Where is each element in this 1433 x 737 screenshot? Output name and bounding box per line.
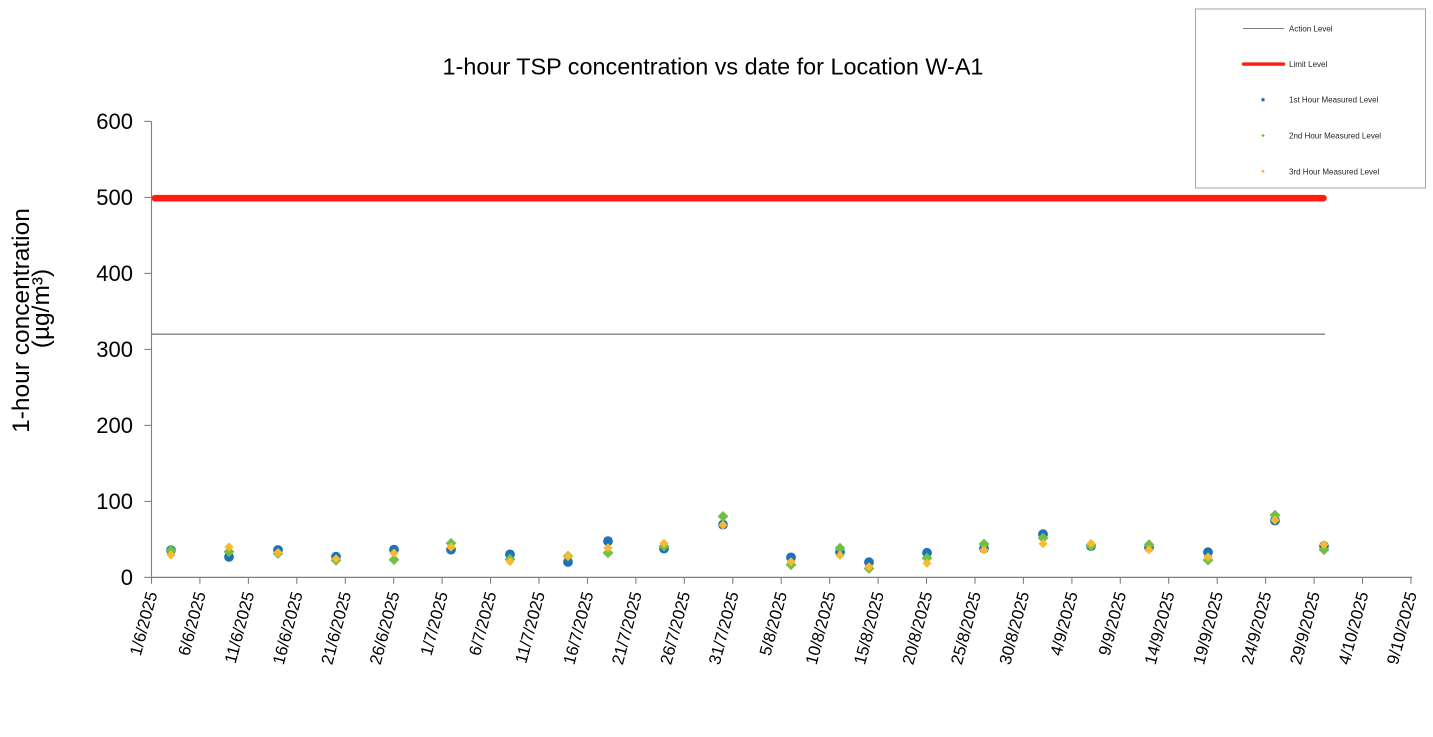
svg-text:1st Hour Measured Level: 1st Hour Measured Level [1289,96,1379,105]
svg-text:500: 500 [96,185,133,210]
svg-text:2nd Hour Measured Level: 2nd Hour Measured Level [1289,132,1381,141]
svg-text:1-hour TSP concentration vs da: 1-hour TSP concentration vs date for Loc… [443,53,984,79]
svg-text:Limit Level: Limit Level [1289,60,1327,69]
svg-text:600: 600 [96,109,133,134]
svg-text:Action Level: Action Level [1289,25,1333,34]
svg-text:400: 400 [96,261,133,286]
svg-text:3rd Hour Measured Level: 3rd Hour Measured Level [1289,167,1379,176]
svg-text:0: 0 [121,565,133,590]
svg-text:1-hour concentration: 1-hour concentration [8,208,35,433]
svg-text:300: 300 [96,337,133,362]
svg-text:200: 200 [96,413,133,438]
svg-text:100: 100 [96,489,133,514]
svg-text:(µg/m³): (µg/m³) [28,269,55,348]
